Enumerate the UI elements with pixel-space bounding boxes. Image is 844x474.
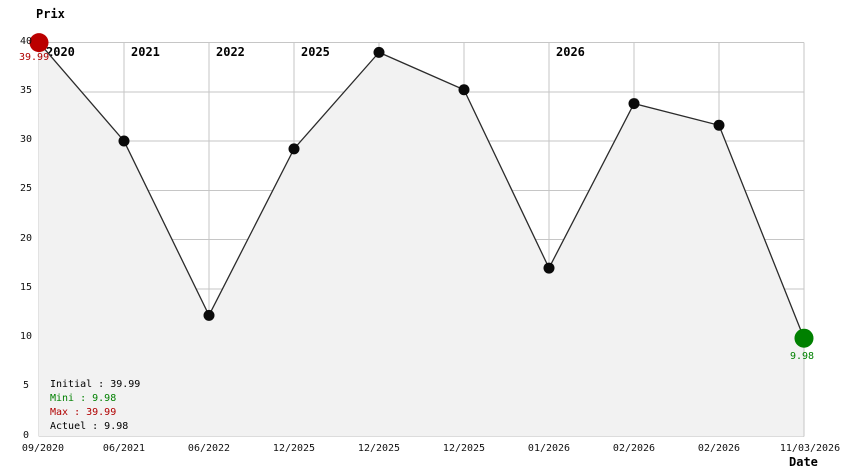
- year-label: 2022: [216, 45, 245, 59]
- data-point: [458, 84, 470, 96]
- data-point: [203, 309, 215, 321]
- initial-price-marker: [29, 33, 49, 53]
- price-area-fill: [39, 42, 804, 437]
- year-label: 2021: [131, 45, 160, 59]
- data-point: [118, 135, 130, 147]
- data-point: [288, 143, 300, 155]
- data-point: [373, 46, 385, 58]
- year-label: 2026: [556, 45, 585, 59]
- data-point: [713, 119, 725, 131]
- data-point: [628, 98, 640, 110]
- price-line: [38, 42, 805, 339]
- year-label: 2020: [46, 45, 75, 59]
- current-price-marker: [794, 328, 814, 348]
- data-point: [543, 262, 555, 274]
- year-label: 2025: [301, 45, 330, 59]
